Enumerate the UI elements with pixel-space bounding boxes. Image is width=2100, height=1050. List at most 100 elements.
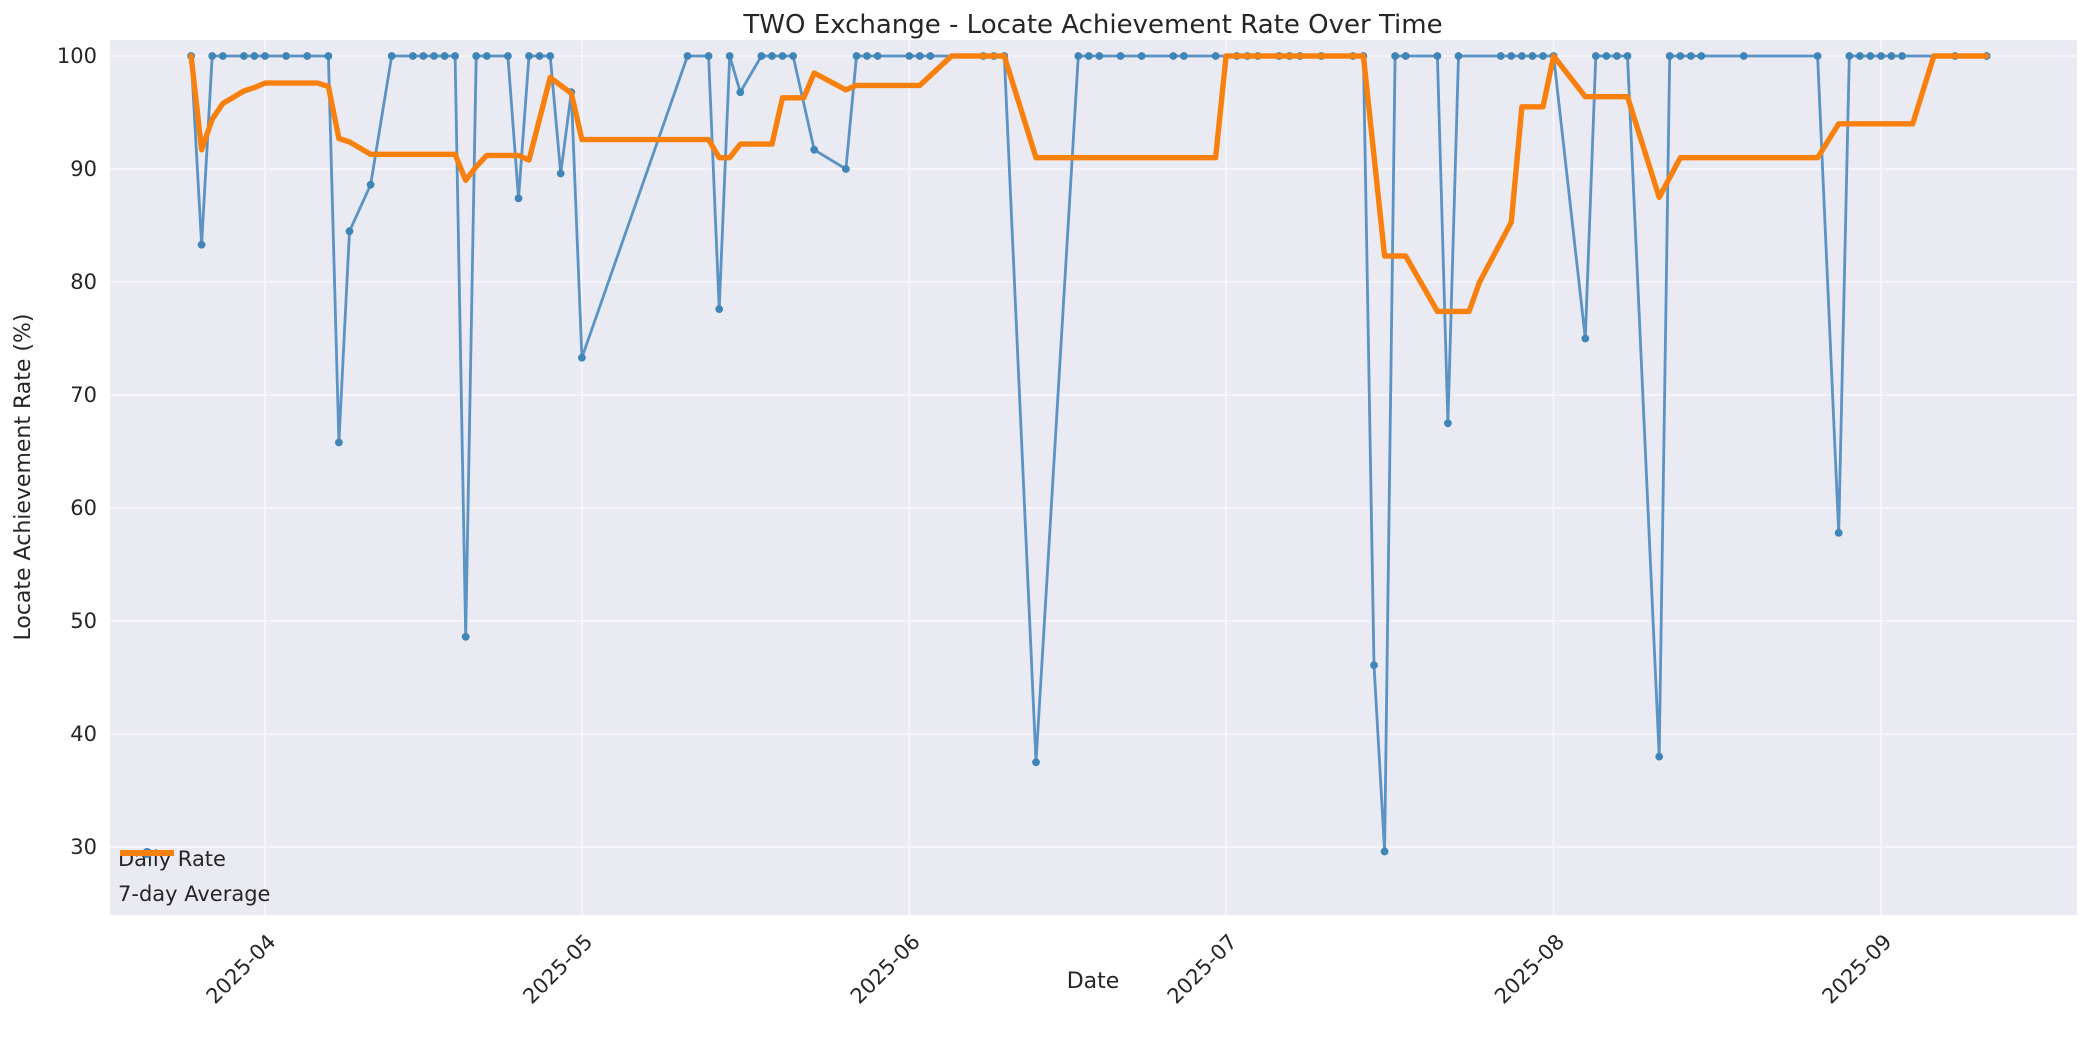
data-point-marker xyxy=(1084,52,1093,60)
data-point-marker xyxy=(504,52,512,60)
data-point-marker xyxy=(1444,419,1452,428)
data-point-marker xyxy=(789,52,797,60)
y-axis-label: Locate Achievement Rate (%) xyxy=(11,313,36,640)
data-point-marker xyxy=(1496,52,1505,60)
data-point-marker xyxy=(1877,52,1885,60)
data-point-marker xyxy=(1613,52,1621,60)
data-point-marker xyxy=(1370,661,1378,669)
x-tick-label: 2025-08 xyxy=(1490,930,1569,1009)
data-point-marker xyxy=(1095,52,1104,60)
data-point-marker xyxy=(1856,52,1864,60)
data-point-marker xyxy=(1591,52,1600,60)
data-point-marker xyxy=(578,353,586,362)
data-point-marker xyxy=(1623,52,1632,60)
data-point-marker xyxy=(725,52,734,60)
data-point-marker xyxy=(335,438,343,447)
data-point-marker xyxy=(810,145,819,154)
y-tick-label: 90 xyxy=(70,157,97,181)
data-point-marker xyxy=(451,52,459,60)
data-point-marker xyxy=(926,52,935,60)
data-point-marker xyxy=(873,52,882,60)
data-point-marker xyxy=(1528,52,1537,60)
data-point-marker xyxy=(1676,52,1685,60)
data-point-marker xyxy=(324,52,333,60)
data-point-marker xyxy=(472,52,481,60)
data-point-marker xyxy=(704,52,713,60)
data-point-marker xyxy=(303,52,312,60)
data-point-marker xyxy=(1898,52,1906,60)
plot-area xyxy=(110,40,2077,915)
seven-day-average-line xyxy=(188,53,1990,315)
data-point-marker xyxy=(240,52,248,60)
seven-day-average-legend-swatch xyxy=(120,850,174,856)
y-tick-label: 50 xyxy=(70,609,97,633)
data-point-marker xyxy=(535,52,544,60)
data-point-marker xyxy=(757,52,766,60)
x-tick-label: 2025-09 xyxy=(1818,930,1897,1009)
data-point-marker xyxy=(345,227,354,236)
data-point-marker xyxy=(715,305,724,313)
data-point-marker xyxy=(1211,52,1220,60)
data-point-marker xyxy=(409,52,417,60)
data-point-marker xyxy=(1454,52,1463,60)
data-point-marker xyxy=(683,52,692,60)
data-point-marker xyxy=(1539,52,1547,60)
data-point-marker xyxy=(1687,52,1695,60)
data-point-marker xyxy=(250,52,259,60)
data-point-marker xyxy=(218,52,227,60)
x-tick-label: 2025-07 xyxy=(1163,930,1242,1009)
data-point-marker xyxy=(1602,52,1611,60)
data-point-marker xyxy=(915,52,924,60)
data-point-marker xyxy=(1169,52,1178,60)
data-point-marker xyxy=(1655,752,1664,761)
y-tick-label: 60 xyxy=(70,496,97,520)
x-tick-label: 2025-04 xyxy=(202,930,281,1009)
data-point-marker xyxy=(905,52,914,60)
data-point-marker xyxy=(419,52,428,60)
data-point-marker xyxy=(514,194,523,203)
data-point-marker xyxy=(1074,52,1083,60)
y-tick-label: 70 xyxy=(70,383,97,407)
data-point-marker xyxy=(1665,52,1674,60)
legend-label-7day-average: 7-day Average xyxy=(118,882,271,906)
grid-lines xyxy=(110,40,2077,915)
plot-background xyxy=(110,40,2077,915)
data-point-marker xyxy=(863,52,871,60)
data-point-marker xyxy=(482,52,491,60)
data-point-marker xyxy=(1866,52,1875,60)
data-point-marker xyxy=(1507,52,1516,60)
data-point-marker xyxy=(525,52,533,60)
data-point-marker xyxy=(1845,52,1854,60)
data-point-marker xyxy=(197,240,206,249)
data-point-marker xyxy=(778,52,787,60)
data-point-marker xyxy=(1433,52,1442,60)
data-point-marker xyxy=(1180,52,1188,60)
data-point-marker xyxy=(440,52,449,60)
y-tick-label: 80 xyxy=(70,270,97,294)
data-point-marker xyxy=(1518,52,1526,60)
data-point-marker xyxy=(1739,52,1748,60)
data-point-marker xyxy=(430,52,438,60)
data-point-marker xyxy=(852,52,861,60)
x-axis-label: Date xyxy=(1067,969,1120,994)
data-point-marker xyxy=(1887,52,1896,60)
data-point-marker xyxy=(461,632,470,641)
data-point-marker xyxy=(556,169,565,178)
data-point-marker xyxy=(1032,758,1040,767)
data-point-marker xyxy=(1391,52,1399,60)
data-point-marker xyxy=(282,52,290,60)
data-point-marker xyxy=(208,52,217,60)
y-tick-label: 100 xyxy=(57,44,97,68)
data-point-marker xyxy=(387,52,396,60)
data-point-marker xyxy=(1116,52,1125,60)
data-point-marker xyxy=(1581,334,1590,343)
x-tick-label: 2025-06 xyxy=(846,930,925,1009)
data-point-marker xyxy=(1401,52,1410,60)
legend-item-7day-average: 7-day Average xyxy=(118,850,271,908)
data-point-marker xyxy=(1137,52,1146,60)
series-layer xyxy=(187,52,1991,856)
legend: Daily Rate 7-day Average xyxy=(118,845,270,908)
data-point-marker xyxy=(1834,529,1843,537)
